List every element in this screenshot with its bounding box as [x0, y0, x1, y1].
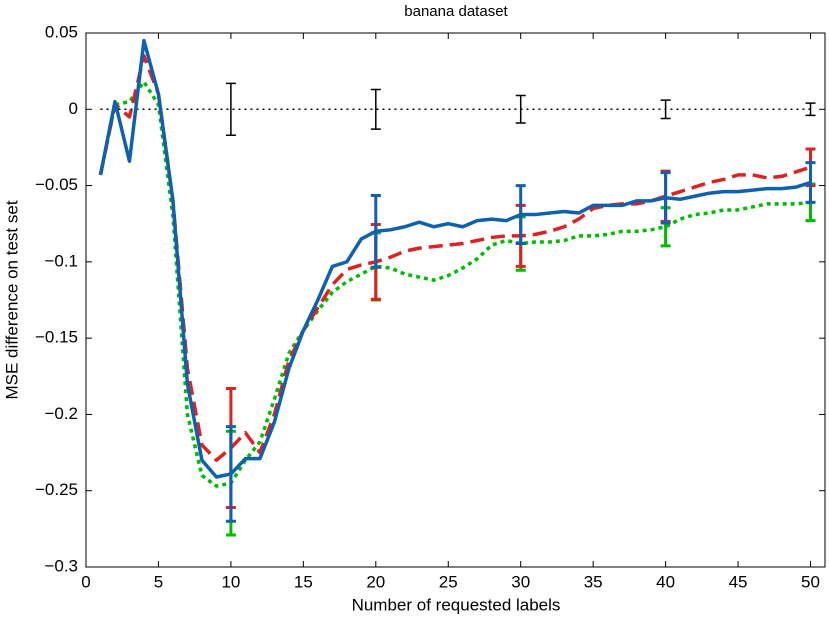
y-tick-label: −0.15: [35, 328, 78, 347]
x-tick-label: 50: [801, 572, 820, 591]
y-tick-label: −0.2: [44, 404, 78, 423]
x-tick-label: 15: [294, 572, 313, 591]
x-tick-label: 30: [511, 572, 530, 591]
x-tick-label: 40: [656, 572, 675, 591]
series-line: [98, 38, 812, 479]
x-axis-label: Number of requested labels: [352, 595, 561, 614]
error-bar: [225, 425, 236, 523]
x-tick-label: 25: [439, 572, 458, 591]
y-tick-label: −0.25: [35, 480, 78, 499]
error-bar: [515, 94, 526, 124]
error-bar: [805, 161, 816, 204]
x-tick-label: 35: [584, 572, 603, 591]
y-tick-label: −0.3: [44, 556, 78, 575]
error-bar: [370, 193, 381, 269]
y-axis-label: MSE difference on test set: [2, 200, 21, 399]
error-bar: [225, 82, 236, 136]
error-bar: [370, 88, 381, 130]
plot-frame: [85, 32, 826, 568]
x-tick-label: 10: [221, 572, 240, 591]
error-bar: [805, 102, 816, 117]
x-tick-label: 45: [729, 572, 748, 591]
error-bar: [515, 184, 526, 246]
error-bar: [660, 171, 671, 225]
x-tick-label: 5: [154, 572, 163, 591]
x-tick-label: 0: [81, 572, 90, 591]
y-tick-label: 0: [69, 99, 78, 118]
chart-title: banana dataset: [404, 3, 508, 20]
series-line: [98, 80, 811, 488]
y-tick-label: −0.05: [35, 175, 78, 194]
x-tick-label: 20: [366, 572, 385, 591]
y-tick-label: −0.1: [44, 251, 78, 270]
series-line: [98, 54, 812, 462]
y-tick-label: 0.05: [45, 22, 78, 41]
error-bar: [660, 99, 671, 120]
